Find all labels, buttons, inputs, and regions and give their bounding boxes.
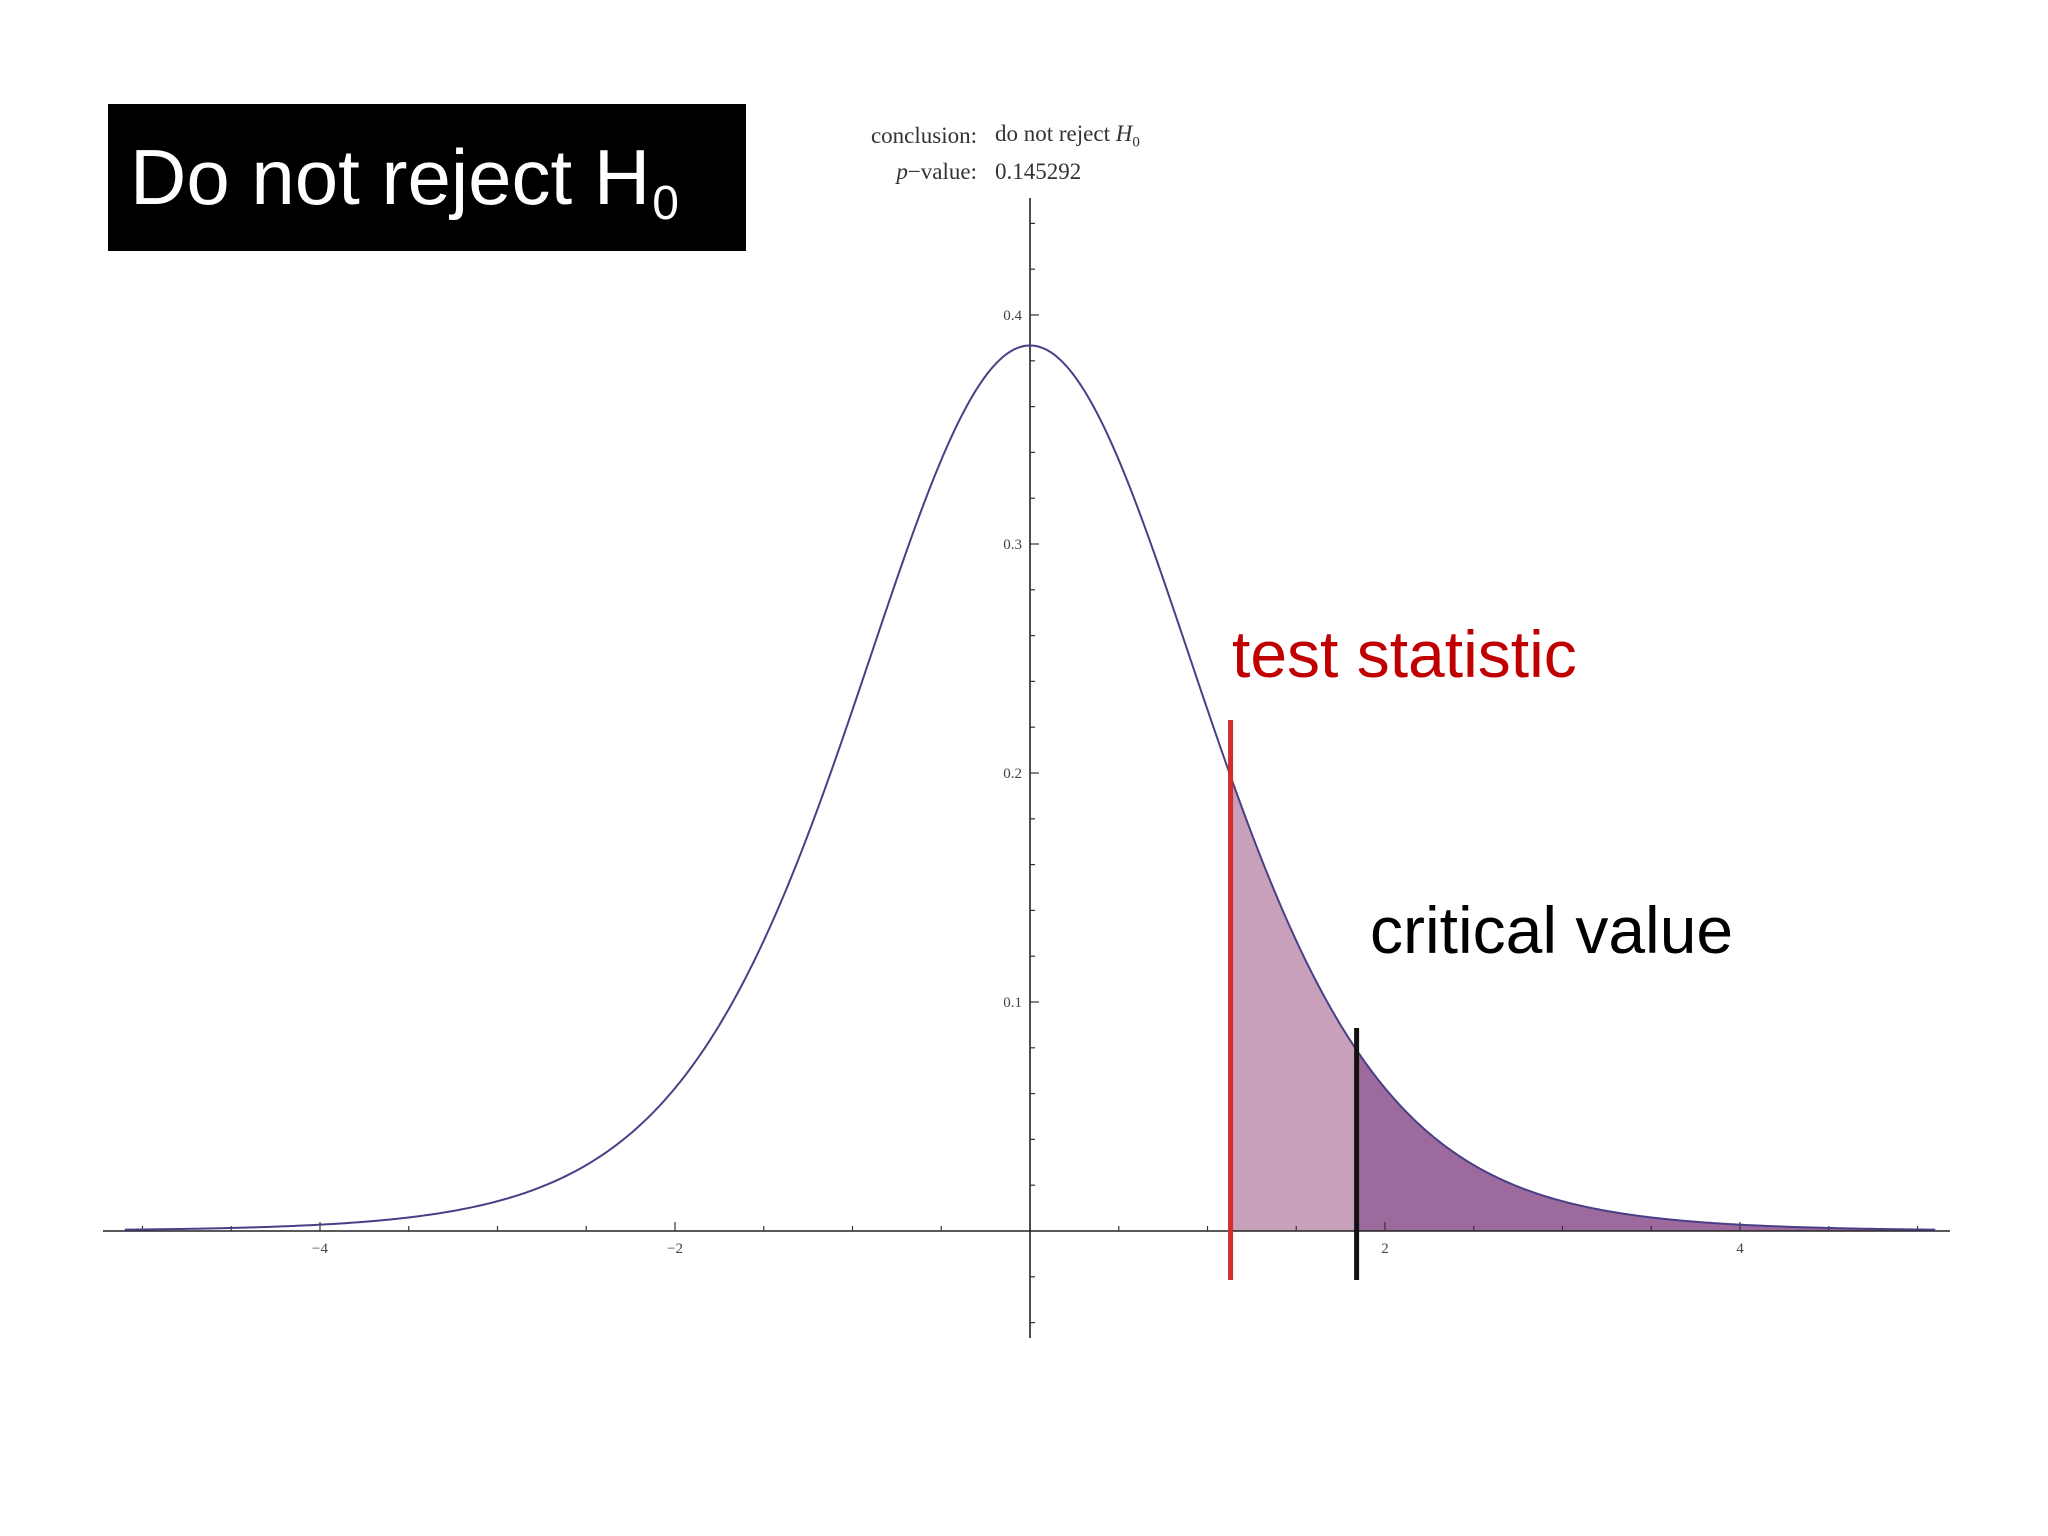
shaded-regions bbox=[1230, 776, 1936, 1231]
density-curve bbox=[124, 344, 1936, 1231]
test-summary: conclusion: do not reject H0 p−value: 0.… bbox=[862, 118, 1202, 190]
x-tick-label: 2 bbox=[1381, 1241, 1389, 1257]
pvalue-label-rest: −value: bbox=[907, 159, 977, 184]
conclusion-title-text: Do not reject H bbox=[130, 133, 651, 221]
pvalue-label: p−value: bbox=[862, 159, 995, 185]
axes: −4 −2 2 4 0.1 0.2 0.3 0.4 bbox=[103, 198, 1950, 1338]
y-tick-label: 0.2 bbox=[1003, 766, 1022, 782]
pvalue-row: p−value: 0.145292 bbox=[862, 154, 1202, 190]
y-tick-label: 0.3 bbox=[1003, 537, 1022, 553]
rejection-region-dark bbox=[1356, 1050, 1936, 1231]
y-tick-label: 0.4 bbox=[1003, 308, 1022, 324]
y-tick-label: 0.1 bbox=[1003, 995, 1022, 1011]
x-tick-label: −4 bbox=[312, 1241, 328, 1257]
x-tick-label: −2 bbox=[667, 1241, 683, 1257]
pvalue-label-p: p bbox=[896, 159, 908, 184]
markers bbox=[1228, 720, 1360, 1280]
conclusion-label: conclusion: bbox=[870, 123, 977, 148]
conclusion-h-subscript: 0 bbox=[1132, 134, 1140, 151]
conclusion-h-letter: H bbox=[1115, 120, 1133, 146]
p-value-region-light bbox=[1230, 776, 1357, 1231]
conclusion-title-subscript: 0 bbox=[652, 177, 679, 230]
curve-layer bbox=[124, 344, 1936, 1231]
test-statistic-label: test statistic bbox=[1232, 617, 1577, 691]
x-tick-label: 4 bbox=[1736, 1241, 1744, 1257]
conclusion-value: do not reject H0 bbox=[995, 121, 1202, 152]
pvalue-value: 0.145292 bbox=[995, 159, 1082, 184]
conclusion-row: conclusion: do not reject H0 bbox=[862, 118, 1202, 154]
conclusion-h: H0 bbox=[1115, 120, 1140, 151]
critical-value-label: critical value bbox=[1370, 893, 1734, 967]
conclusion-value-text: do not reject bbox=[995, 120, 1110, 146]
